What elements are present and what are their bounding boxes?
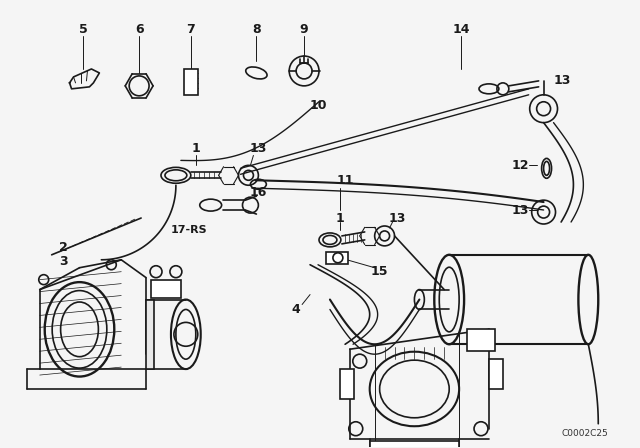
Bar <box>326 252 348 264</box>
Text: 10: 10 <box>309 99 327 112</box>
Bar <box>370 441 459 448</box>
Text: 4: 4 <box>292 303 301 316</box>
Text: 13: 13 <box>554 74 571 87</box>
Text: 1: 1 <box>335 211 344 224</box>
Text: 12: 12 <box>512 159 529 172</box>
Bar <box>146 300 154 369</box>
Bar <box>151 280 181 297</box>
Bar <box>184 69 198 95</box>
Text: 15: 15 <box>371 265 388 278</box>
Bar <box>467 329 495 351</box>
Text: 5: 5 <box>79 23 88 36</box>
Text: 14: 14 <box>452 23 470 36</box>
Text: 17-RS: 17-RS <box>170 225 207 235</box>
Text: 16: 16 <box>250 186 267 199</box>
Text: 2: 2 <box>60 241 68 254</box>
Text: 3: 3 <box>60 255 68 268</box>
Text: 8: 8 <box>252 23 260 36</box>
Text: C0002C25: C0002C25 <box>561 429 608 438</box>
Text: 7: 7 <box>186 23 195 36</box>
Text: 13: 13 <box>389 211 406 224</box>
Text: 13: 13 <box>512 203 529 216</box>
Text: 11: 11 <box>336 174 353 187</box>
Bar <box>489 359 503 389</box>
Bar <box>340 369 354 399</box>
Text: 9: 9 <box>300 23 308 36</box>
Text: 13: 13 <box>250 142 267 155</box>
Text: 1: 1 <box>191 142 200 155</box>
Text: 6: 6 <box>135 23 143 36</box>
